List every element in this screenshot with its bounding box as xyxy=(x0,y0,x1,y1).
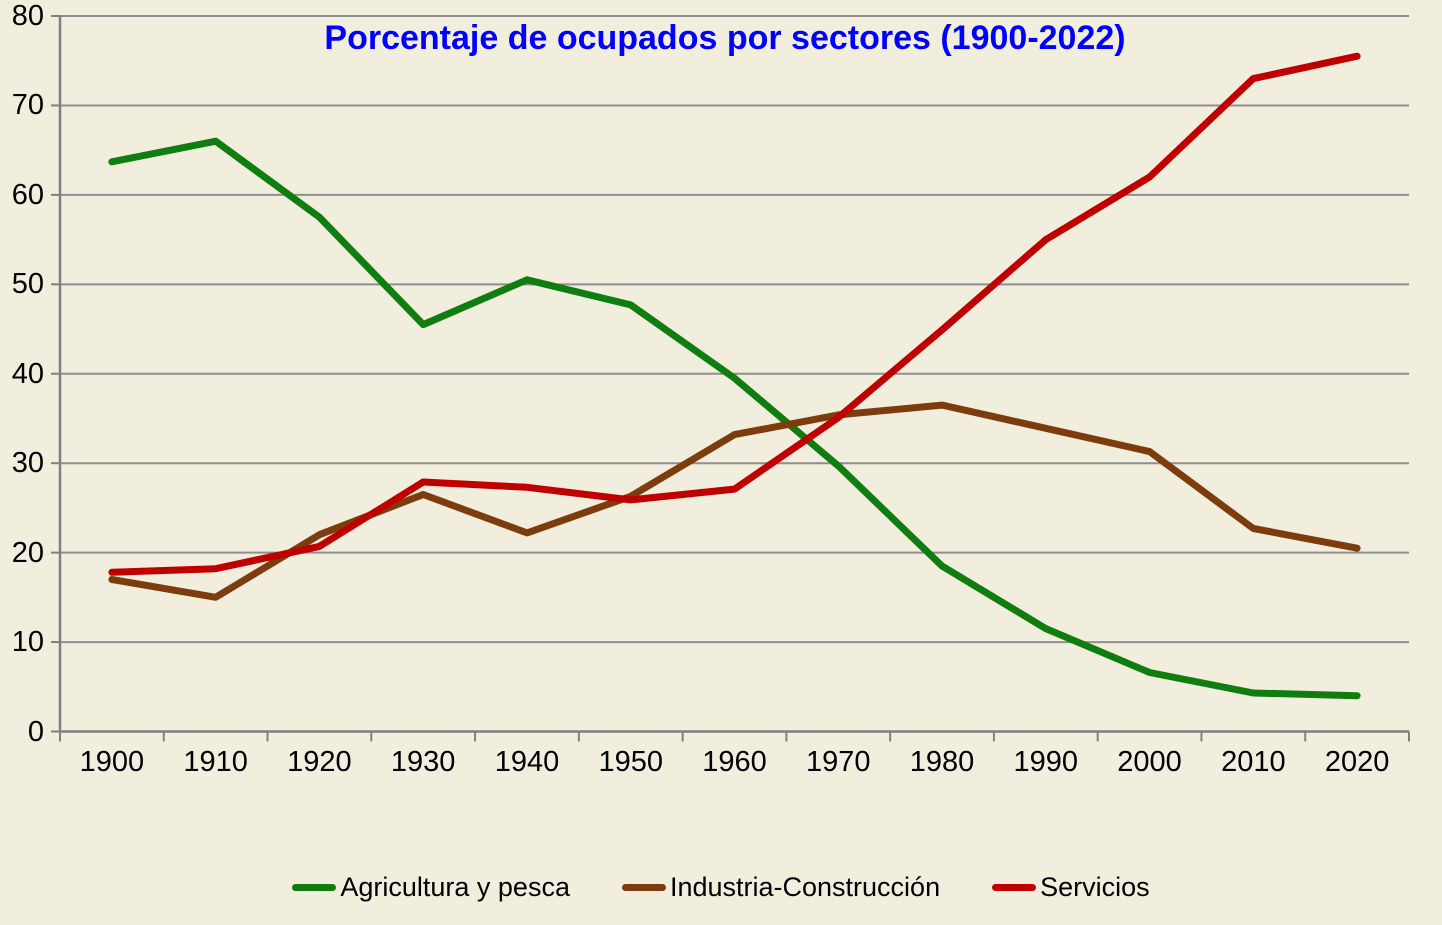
y-tick-label: 50 xyxy=(11,268,44,301)
y-tick-label: 10 xyxy=(11,626,44,659)
y-tick-label: 30 xyxy=(11,447,44,480)
x-tick-label: 2010 xyxy=(1221,746,1286,778)
legend-item-agricultura: Agricultura y pesca xyxy=(292,872,570,903)
x-tick-label: 1960 xyxy=(702,746,767,778)
x-tick-label: 1990 xyxy=(1013,746,1079,778)
y-tick-label: 20 xyxy=(11,536,44,569)
x-tick-label: 2020 xyxy=(1324,746,1390,778)
series-line-1 xyxy=(108,401,1361,601)
series-line-2 xyxy=(108,52,1361,576)
x-tick-label: 1940 xyxy=(494,746,560,778)
legend-line-swatch-green xyxy=(292,884,337,891)
y-tick-label: 80 xyxy=(11,0,44,32)
x-tick-label: 2000 xyxy=(1117,746,1182,778)
series-line-0 xyxy=(108,137,1361,700)
x-tick-label: 1930 xyxy=(390,746,456,778)
legend-line-swatch-brown xyxy=(621,884,666,891)
legend-label: Industria-Construcción xyxy=(669,872,941,902)
legend-label: Agricultura y pesca xyxy=(340,872,570,902)
x-tick-label: 1900 xyxy=(79,746,145,778)
x-tick-label: 1980 xyxy=(909,746,975,778)
x-tick-label: 1950 xyxy=(598,746,663,778)
y-tick-label: 40 xyxy=(11,357,44,390)
legend-item-industria: Industria-Construcción xyxy=(621,872,941,903)
x-tick-label: 1970 xyxy=(806,746,871,778)
x-tick-label: 1910 xyxy=(183,746,248,778)
legend-item-servicios: Servicios xyxy=(992,872,1150,903)
legend-line-swatch-red xyxy=(992,884,1037,891)
y-tick-label: 70 xyxy=(11,89,44,122)
x-tick-label: 1920 xyxy=(287,746,352,778)
y-tick-label: 0 xyxy=(27,715,44,748)
legend: Agricultura y pesca Industria-Construcci… xyxy=(0,872,1442,903)
chart-title: Porcentaje de ocupados por sectores (190… xyxy=(324,19,1126,57)
legend-label: Servicios xyxy=(1040,872,1150,902)
y-tick-label: 60 xyxy=(11,178,44,211)
